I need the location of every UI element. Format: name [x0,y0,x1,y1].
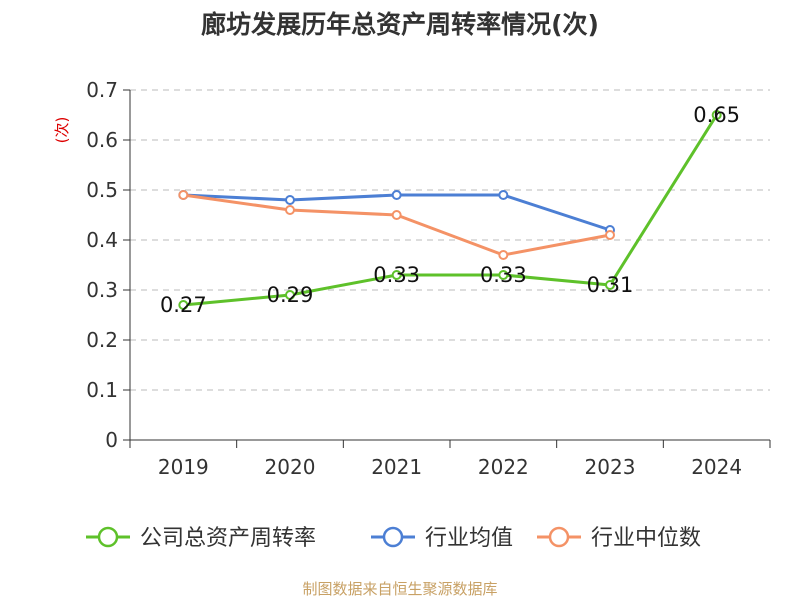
data-label: 0.33 [373,263,420,287]
data-labels: 0.27 0.29 0.33 0.33 0.31 0.65 [160,103,740,317]
data-label: 0.27 [160,293,207,317]
legend-marker [97,526,119,548]
data-label: 0.65 [693,103,740,127]
chart-title: 廊坊发展历年总资产周转率情况(次) [201,10,599,39]
legend-label: 公司总资产周转率 [140,526,316,551]
data-point [498,270,509,280]
legend: 公司总资产周转率 行业均值 行业中位数 [86,526,701,551]
y-tick-label: 0.7 [86,78,118,102]
data-label: 0.29 [267,283,314,307]
x-tick-label: 2023 [585,455,636,479]
data-point [178,300,189,310]
y-tick-label: 0.6 [86,128,118,152]
legend-label: 行业均值 [425,526,513,551]
grid-lines [130,89,770,391]
y-tick-label: 0.4 [86,228,118,252]
data-point [605,280,615,290]
y-tick-label: 0.1 [86,378,118,402]
x-tick-label: 2024 [691,455,742,479]
data-point [711,110,722,120]
data-point [285,205,295,215]
x-tick-label: 2019 [158,455,209,479]
y-tick-label: 0.2 [86,328,118,352]
x-tick-label: 2021 [371,455,422,479]
x-tick-label: 2020 [265,455,316,479]
series-line-0 [183,114,718,307]
y-tick-label: 0.5 [86,178,118,202]
data-point [498,250,509,260]
data-label: 0.31 [587,273,634,297]
data-point [285,290,295,300]
legend-marker [382,526,404,548]
data-point [391,210,402,220]
data-point [391,270,402,280]
series-line-2 [183,193,611,257]
x-tick-label: 2022 [478,455,529,479]
y-tick-label: 0 [105,428,118,452]
y-tick-label: 0.3 [86,278,118,302]
legend-label: 行业中位数 [591,526,701,551]
series-group [178,110,722,310]
data-point [391,190,402,200]
source-note: 制图数据来自恒生聚源数据库 [302,580,497,598]
data-point [605,230,615,240]
data-point [498,190,509,200]
axes: 0 0.1 0.2 0.3 0.4 0.5 0.6 0.7 2019 2020 2021 2022 20… [86,78,771,479]
data-point [178,190,189,200]
y-axis-label: (次) [53,117,71,144]
data-point [285,195,295,205]
legend-marker [548,526,570,548]
data-label: 0.33 [480,263,527,287]
